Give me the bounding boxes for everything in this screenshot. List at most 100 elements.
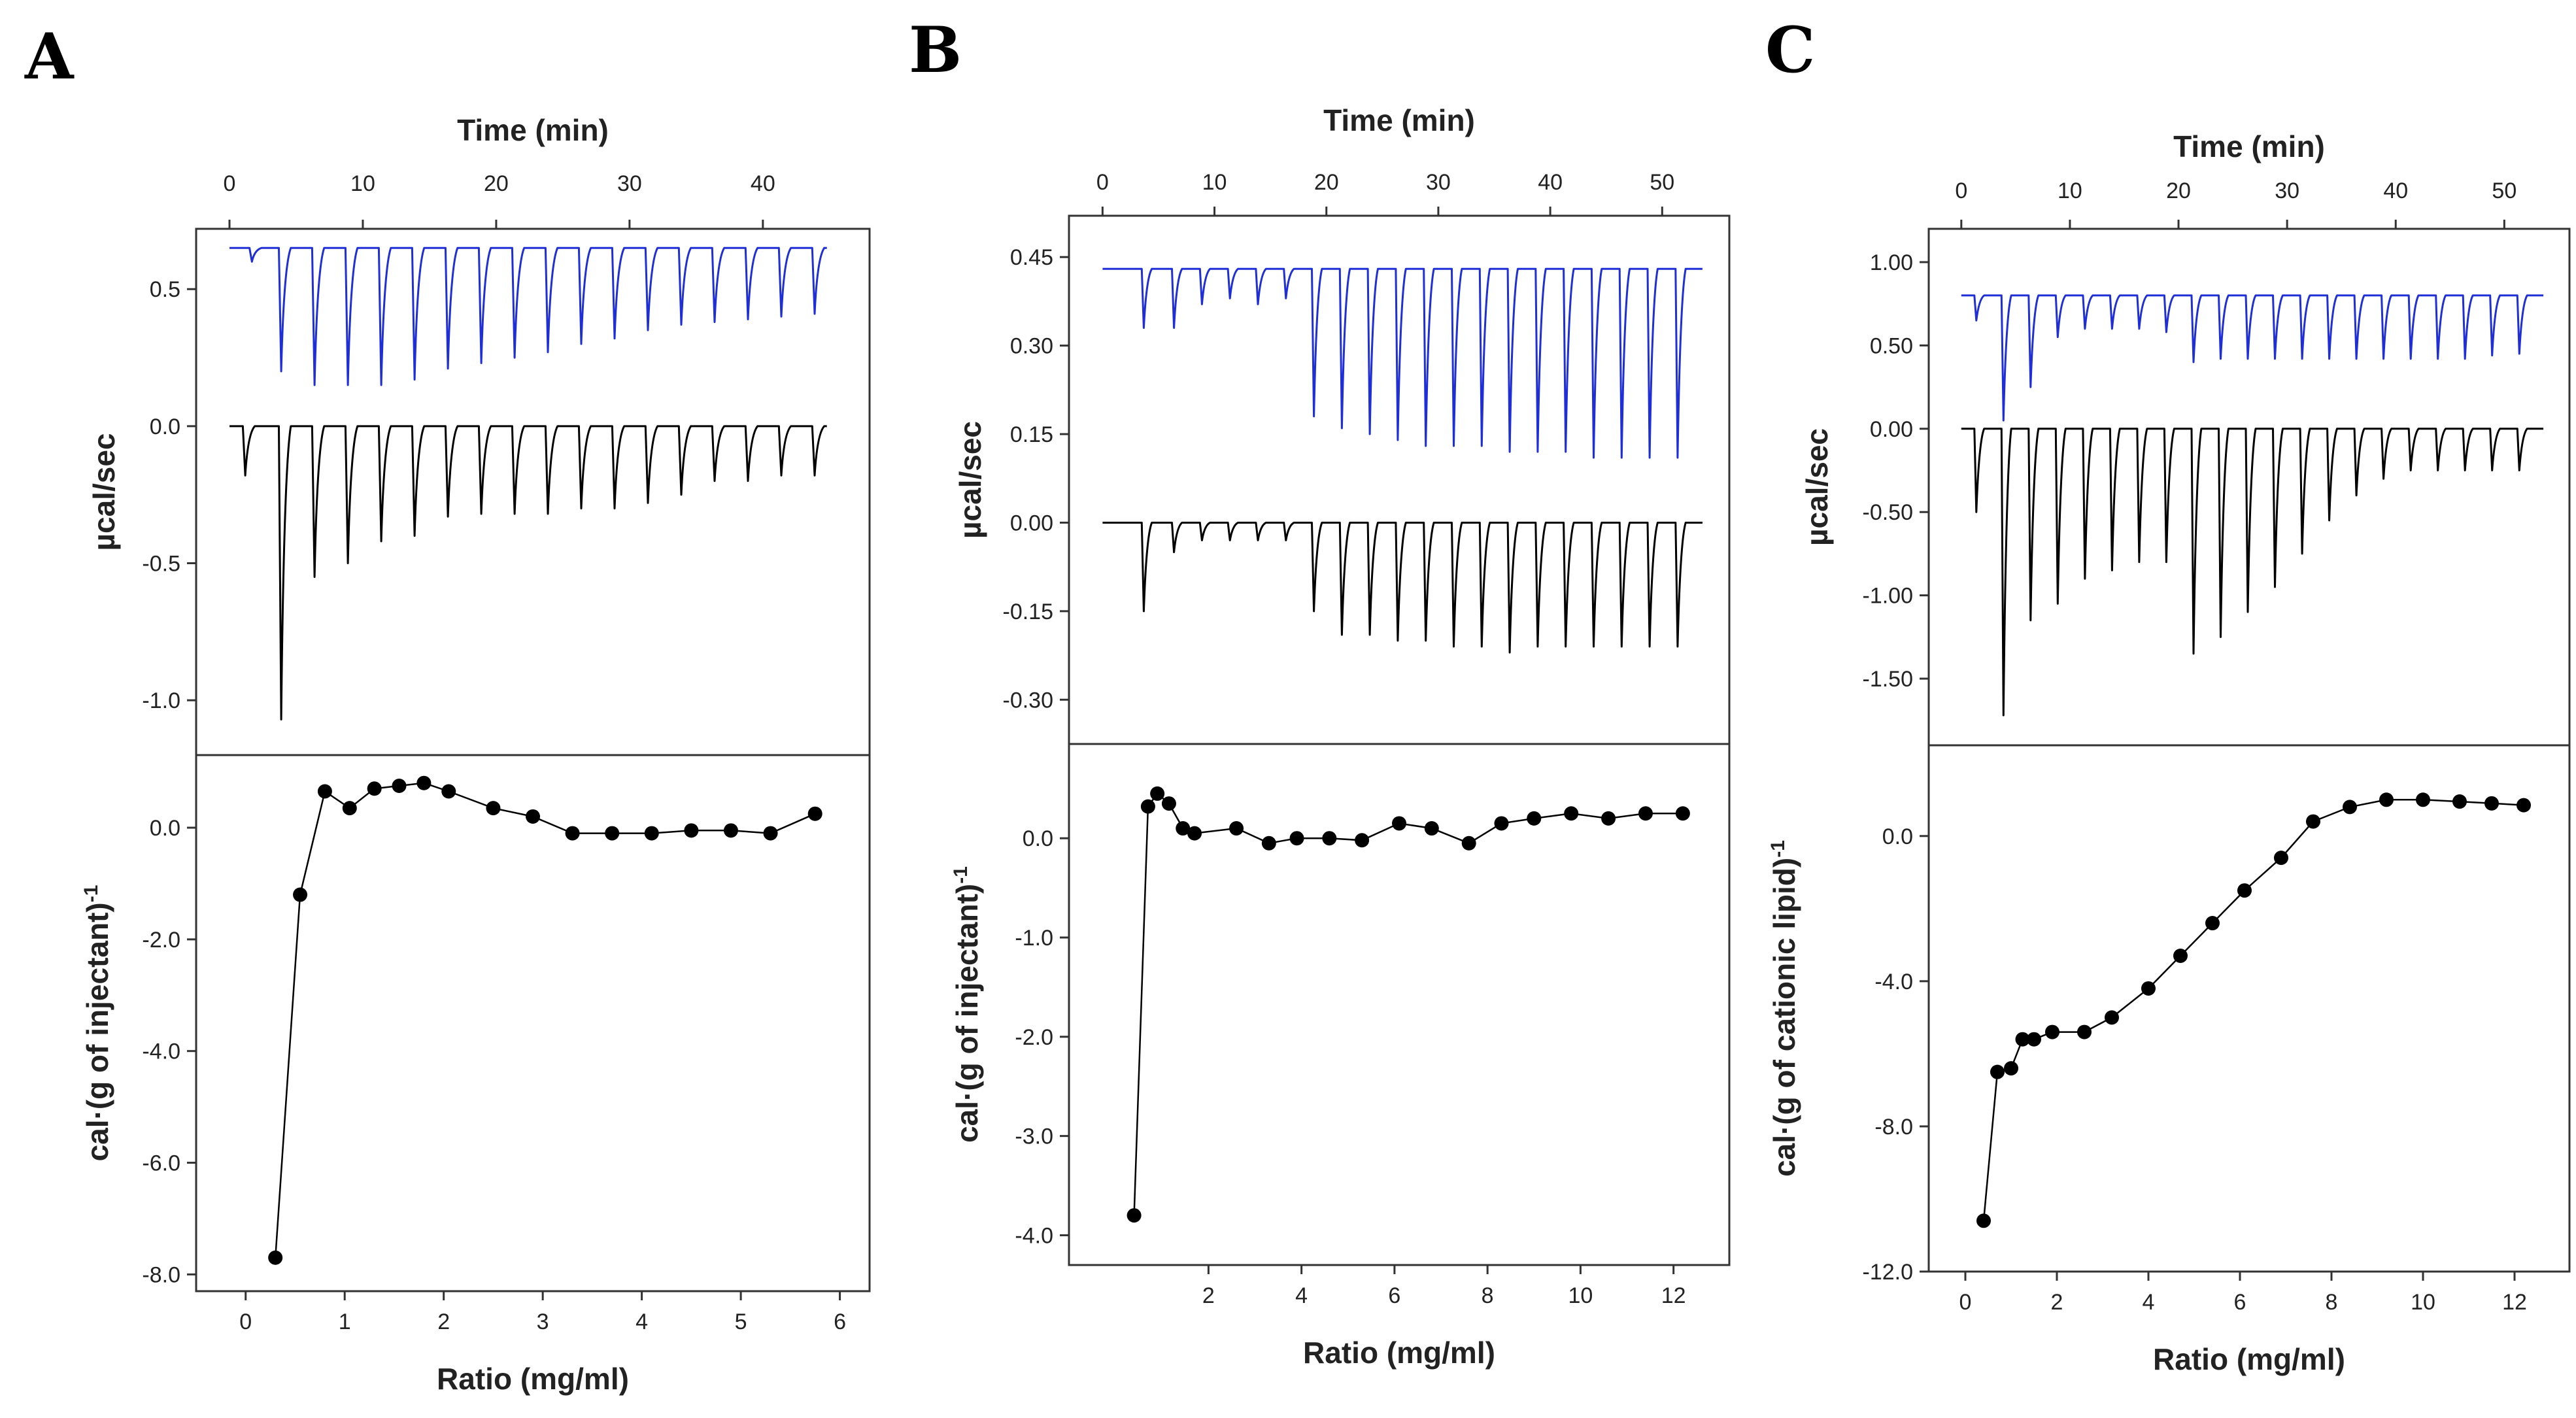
panel-a-heat-point: [486, 801, 501, 816]
panel-a-bottom-frame: [195, 754, 871, 1292]
panel-c-heat-point: [2205, 916, 2220, 931]
panel-b-heat-point: [1261, 836, 1276, 851]
panel-c-heat-tick-label: -4.0: [1874, 970, 1913, 994]
panel-c-heat-point: [2484, 796, 2499, 811]
panel-b-ratio-tick-label: 8: [1482, 1283, 1494, 1308]
panel-b: B Time (min) 0 10 20 30 40 50 0.45 0.30 0.15 0.00 -0…: [909, 13, 1731, 1370]
panel-a-heat-point: [392, 778, 407, 793]
panel-c-heat-point: [2274, 851, 2288, 866]
panel-b-ratio-tick-label: 12: [1661, 1283, 1686, 1308]
panel-b-ratio-tick-label: 2: [1202, 1283, 1215, 1308]
panel-c-heat-tick-label: -12.0: [1863, 1260, 1914, 1285]
panel-b-heat-point: [1289, 831, 1304, 846]
panel-c-power-tick-label: 0.50: [1870, 333, 1913, 358]
panel-a-heat-tick-label: -4.0: [142, 1039, 180, 1064]
panel-b-time-tick-label: 20: [1314, 170, 1339, 195]
panel-b-top-frame: [1068, 214, 1731, 745]
panel-b-heat-point: [1494, 816, 1509, 831]
panel-c-heat-point: [2004, 1061, 2018, 1076]
panel-a-heat-point: [605, 826, 620, 841]
panel-b-heat-line: [1133, 792, 1683, 1216]
panel-b-heat-point: [1127, 1208, 1142, 1223]
panel-c-ratio-tick-label: 4: [2143, 1290, 2155, 1315]
panel-b-heat-tick-label: -1.0: [1015, 926, 1053, 951]
panel-a-time-axis-title: Time (min): [457, 113, 609, 147]
panel-c-heat-axis-title: cal·(g of cationic lipid)-1: [1767, 840, 1801, 1177]
panel-a-heat-point: [763, 826, 778, 841]
panel-a-heat-point: [416, 775, 432, 790]
panel-b-ratio-tick-label: 10: [1568, 1283, 1593, 1308]
panel-b-heat-tick-label: -4.0: [1015, 1223, 1053, 1248]
panel-c-heat-point: [1976, 1213, 1991, 1228]
panel-b-time-tick-label: 50: [1650, 170, 1674, 195]
panel-a-heat-point: [644, 826, 659, 841]
panel-c-heat-tick-label: -8.0: [1874, 1115, 1913, 1139]
panel-b-power-tick-label: -0.30: [1003, 688, 1054, 713]
panel-a-heat-tick-label: 0.0: [150, 816, 180, 841]
panel-c-heat-point: [2141, 981, 2156, 996]
panel-b-bottom-frame: [1068, 743, 1731, 1266]
panel-a-ratio-axis-title: Ratio (mg/ml): [437, 1362, 629, 1396]
panel-a-heat-line: [274, 782, 816, 1258]
panel-a-letter: A: [24, 20, 75, 93]
panel-a-ratio-tick-label: 3: [537, 1309, 549, 1334]
panel-b-letter: B: [909, 13, 962, 87]
panel-c-heat-point: [2105, 1010, 2119, 1025]
panel-c-heat-point: [2173, 949, 2188, 963]
panel-b-heat-point: [1392, 816, 1406, 831]
panel-c-time-tick-label: 30: [2275, 178, 2299, 203]
panel-c-power-tick-label: -0.50: [1863, 500, 1914, 525]
panel-a-blue-trace: [229, 246, 827, 386]
panel-b-time-tick-label: 40: [1538, 170, 1563, 195]
panel-a-ratio-tick-label: 2: [437, 1309, 450, 1334]
panel-a-ratio-tick-label: 1: [339, 1309, 351, 1334]
panel-a-power-axis-title: µcal/sec: [87, 433, 121, 551]
panel-c-heat-line: [1982, 799, 2524, 1221]
panel-c-heat-point: [2077, 1024, 2092, 1039]
panel-c-heat-point: [2379, 792, 2394, 807]
panel-c-power-tick-label: -1.00: [1863, 584, 1914, 609]
panel-c-time-axis-title: Time (min): [2173, 129, 2325, 163]
panel-a-heat-point: [342, 801, 357, 816]
panel-a-heat-point: [565, 826, 580, 841]
panel-a-ratio-tick-label: 5: [735, 1309, 747, 1334]
panel-a-ratio-tick-label: 4: [636, 1309, 648, 1334]
panel-b-time-tick-label: 0: [1096, 170, 1109, 195]
panel-c-power-axis-title: µcal/sec: [1800, 428, 1834, 546]
panel-b-time-tick-label: 10: [1202, 170, 1227, 195]
panel-a-heat-axis-title: cal·(g of injectant)-1: [80, 885, 114, 1162]
panel-c-ratio-tick-label: 12: [2502, 1290, 2527, 1315]
panel-b-heat-point: [1140, 799, 1155, 814]
panel-c-power-tick-label: 1.00: [1870, 250, 1913, 275]
panel-c-power-tick-label: -1.50: [1863, 667, 1914, 692]
panel-b-power-tick-label: 0.15: [1010, 422, 1053, 447]
panel-c-heat-point: [1990, 1064, 2005, 1079]
panel-a-ratio-tick-label: 0: [239, 1309, 252, 1334]
panel-b-heat-point: [1564, 806, 1579, 821]
panel-b-heat-point: [1176, 821, 1191, 836]
panel-b-power-tick-label: 0.30: [1010, 334, 1053, 359]
panel-a-ratio-tick-label: 6: [834, 1309, 846, 1334]
panel-b-black-trace: [1102, 522, 1703, 654]
panel-c-heat-point: [2517, 798, 2531, 813]
panel-c-time-tick-label: 20: [2166, 178, 2191, 203]
panel-a-time-tick-label: 0: [224, 171, 236, 196]
panel-a-heat-point: [317, 784, 332, 799]
panel-c-black-trace: [1961, 428, 2544, 717]
panel-c-heat-point: [2027, 1032, 2041, 1047]
panel-a-heat-point: [723, 823, 738, 838]
panel-a-heat-point: [526, 809, 540, 824]
panel-c-time-tick-label: 40: [2383, 178, 2408, 203]
panel-b-power-tick-label: 0.00: [1010, 511, 1053, 535]
panel-b-heat-point: [1675, 806, 1690, 821]
panel-b-heat-point: [1355, 833, 1370, 848]
panel-b-heat-tick-label: 0.0: [1023, 826, 1053, 851]
panel-b-power-tick-label: -0.15: [1003, 599, 1054, 624]
panel-b-time-tick-label: 30: [1426, 170, 1451, 195]
panel-b-heat-point: [1150, 786, 1165, 801]
panel-c-letter: C: [1765, 13, 1815, 87]
panel-c-time-tick-label: 50: [2492, 178, 2517, 203]
